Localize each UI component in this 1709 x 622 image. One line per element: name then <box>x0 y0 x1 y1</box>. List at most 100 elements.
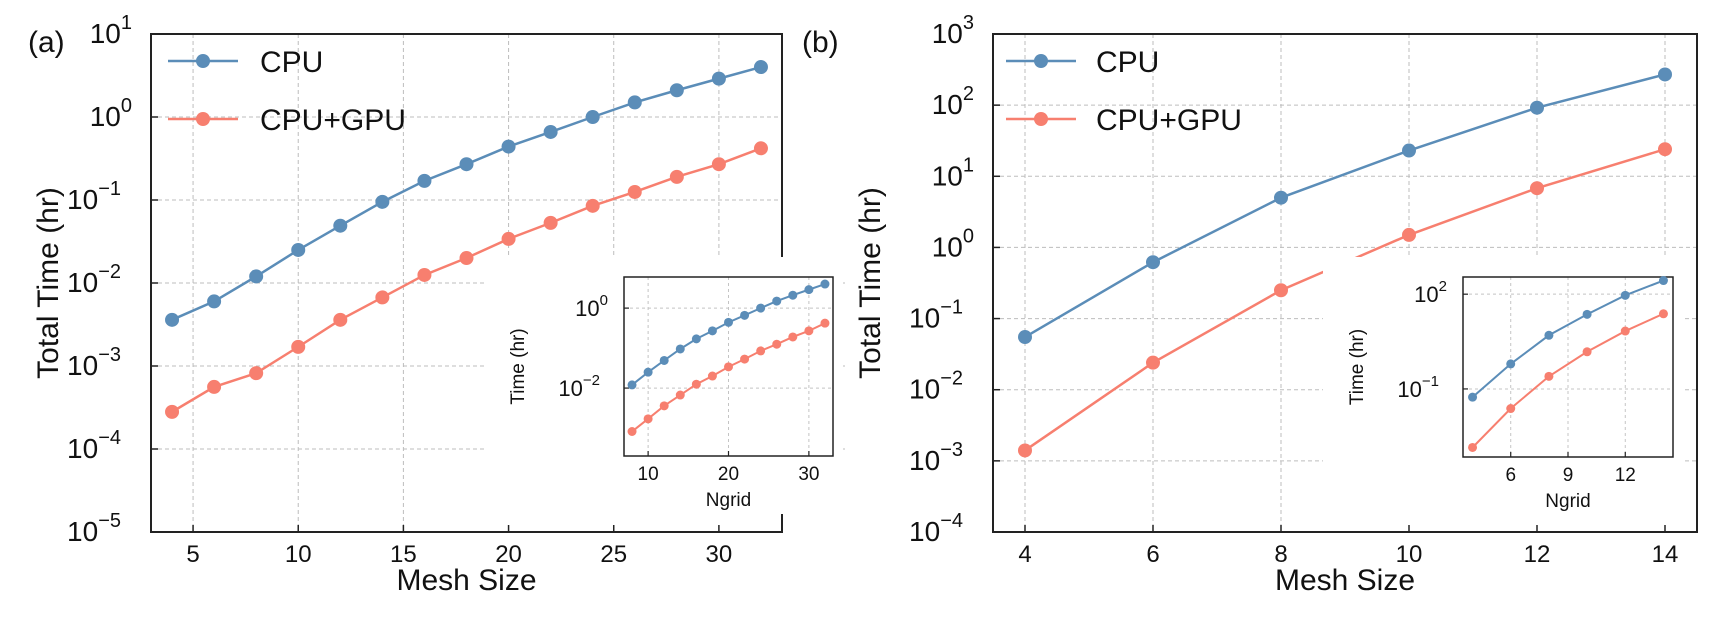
y-tick-label: 10−2 <box>67 261 121 298</box>
inset-data-point <box>804 326 814 336</box>
y-tick-base: 10 <box>1397 377 1421 402</box>
inset-series-cpu-gpu <box>627 318 830 437</box>
data-point <box>333 312 348 327</box>
data-point <box>711 157 726 172</box>
y-axis-label: Total Time (hr) <box>854 187 887 379</box>
x-tick-label: 12 <box>1524 541 1551 568</box>
inset-y-tick-label: 10−1 <box>1397 373 1439 402</box>
y-tick-exponent: 1 <box>963 154 974 176</box>
y-tick-exponent: 0 <box>121 95 132 117</box>
inset-data-point <box>1544 330 1554 340</box>
y-tick-exponent: −2 <box>940 368 963 390</box>
inset-data-point <box>691 334 701 344</box>
x-tick-label: 30 <box>706 541 733 568</box>
y-tick-label: 101 <box>90 12 132 49</box>
inset-x-tick-label: 10 <box>638 464 659 485</box>
inset-series-line <box>1471 279 1664 398</box>
y-tick-exponent: −3 <box>940 439 963 461</box>
legend: CPU CPU+GPU <box>168 46 406 137</box>
data-point <box>459 157 474 172</box>
inset-data-point <box>643 414 653 424</box>
inset-x-tick-label: 12 <box>1615 465 1636 486</box>
inset-y-axis-label: Time (hr) <box>508 328 529 404</box>
inset-data-point <box>724 362 733 372</box>
data-point <box>711 71 726 86</box>
data-point <box>165 312 180 327</box>
inset-y-tick-label: 100 <box>575 292 608 321</box>
inset-data-point <box>740 310 750 320</box>
legend-marker <box>196 54 210 68</box>
legend-marker <box>1034 54 1048 68</box>
y-tick-label: 10−4 <box>909 510 963 547</box>
y-tick-exponent: −2 <box>98 261 121 283</box>
inset-data-point <box>788 332 798 342</box>
y-tick-base: 10 <box>67 184 98 215</box>
inset-grid <box>624 277 833 456</box>
data-point <box>1018 443 1032 458</box>
y-tick-label: 10−2 <box>909 368 963 405</box>
y-tick-label: 103 <box>932 12 974 49</box>
data-point <box>627 95 642 110</box>
y-tick-base: 10 <box>67 350 98 381</box>
inset-data-point <box>1468 392 1478 402</box>
y-tick-label: 102 <box>932 83 974 120</box>
inset-data-point <box>804 285 814 295</box>
inset-data-point <box>707 326 717 336</box>
legend-marker <box>1034 112 1048 126</box>
y-tick-base: 10 <box>909 516 940 547</box>
data-point <box>417 173 432 188</box>
y-tick-exponent: −1 <box>1422 373 1439 390</box>
data-point <box>543 124 558 139</box>
inset-data-point <box>788 290 798 300</box>
inset-data-point <box>756 303 766 313</box>
inset-data-point <box>627 427 637 437</box>
inset-series-line <box>1471 312 1664 449</box>
x-tick-label: 8 <box>1274 541 1287 568</box>
y-tick-label: 10−3 <box>67 344 121 381</box>
inset-data-point <box>1468 442 1478 452</box>
inset-data-point <box>1658 276 1668 286</box>
inset-series-cpu-gpu <box>1468 309 1668 452</box>
inset-data-point <box>772 296 782 306</box>
y-tick-base: 10 <box>1414 282 1438 307</box>
x-tick-label: 5 <box>186 541 199 568</box>
inset-data-point <box>1582 347 1592 357</box>
data-point <box>375 194 390 209</box>
inset-data-point <box>675 344 685 354</box>
x-tick-label: 14 <box>1652 541 1679 568</box>
data-point <box>375 290 390 305</box>
y-tick-base: 10 <box>558 376 582 401</box>
inset-x-tick-label: 20 <box>718 464 739 485</box>
x-tick-label: 6 <box>1146 541 1159 568</box>
inset-data-point <box>820 279 830 289</box>
inset-data-point <box>1582 309 1592 319</box>
data-point <box>333 218 348 233</box>
data-point <box>501 139 516 154</box>
x-tick-label: 10 <box>285 541 312 568</box>
y-tick-exponent: −1 <box>940 297 963 319</box>
inset-data-point <box>1544 371 1554 381</box>
y-tick-exponent: −2 <box>583 372 600 389</box>
data-point <box>753 60 768 75</box>
legend-label: CPU+GPU <box>260 104 406 137</box>
data-point <box>291 339 306 354</box>
inset-data-point <box>707 371 717 381</box>
inset-x-tick-label: 30 <box>798 464 819 485</box>
y-tick-base: 10 <box>932 18 963 49</box>
y-tick-base: 10 <box>932 89 963 120</box>
data-point <box>1402 227 1416 242</box>
data-point <box>753 141 768 156</box>
data-point <box>249 269 264 284</box>
inset-data-point <box>1506 404 1516 414</box>
data-point <box>1658 142 1672 157</box>
inset-data-point <box>1620 290 1630 300</box>
data-point <box>543 215 558 230</box>
data-point <box>249 366 264 381</box>
inset-data-point <box>691 379 701 389</box>
y-tick-exponent: 2 <box>963 83 974 105</box>
x-axis-label: Mesh Size <box>396 564 536 597</box>
x-tick-label: 25 <box>600 541 627 568</box>
